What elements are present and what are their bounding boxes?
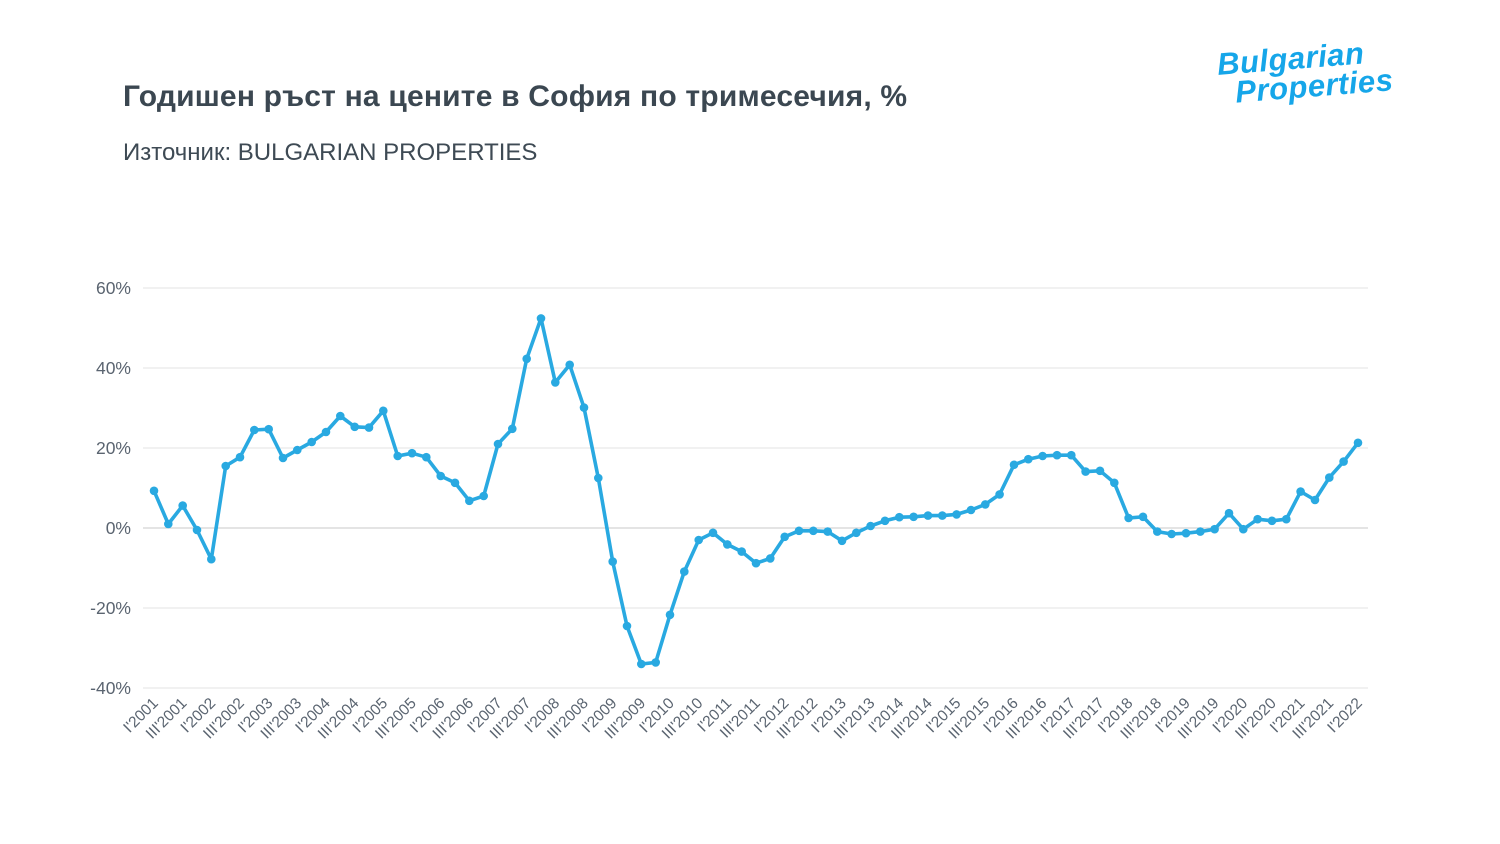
data-point [866,521,875,531]
data-point [1339,457,1348,466]
data-point [952,510,961,519]
data-point [608,557,617,566]
data-point [880,516,890,526]
data-point [465,496,474,506]
data-point [1052,450,1062,460]
data-point [1210,524,1219,534]
data-point [278,453,288,463]
data-point [923,511,933,520]
data-point [1024,454,1033,464]
data-point [737,547,746,556]
source-line: Източник: BULGARIAN PROPERTIES [123,139,538,166]
data-point [536,314,546,323]
data-point [1325,473,1334,482]
data-point [895,512,904,522]
data-point [321,427,331,437]
data-point [450,478,460,488]
data-point [393,451,403,461]
data-point [235,452,245,462]
data-point [995,490,1004,499]
data-point [809,526,818,536]
data-point [407,448,417,458]
y-axis-tick-label: -20% [90,598,131,618]
data-point [250,425,259,435]
data-point [293,445,302,455]
data-point [1253,514,1262,524]
data-point [436,471,446,481]
data-point [823,527,832,536]
data-point [1196,527,1205,536]
data-point [551,378,560,387]
data-point [981,500,990,509]
data-point [966,505,976,515]
data-point [837,536,847,546]
data-point [909,512,918,522]
data-point [938,511,947,520]
data-point [178,501,187,510]
data-point [479,491,489,501]
data-point [164,519,173,529]
data-point [766,554,775,563]
data-point [665,610,675,620]
data-point [221,461,230,471]
data-point [1110,478,1119,488]
y-axis-tick-label: 40% [96,358,131,378]
data-point [379,406,388,416]
data-point [1267,516,1277,526]
data-point [1167,529,1176,539]
data-point [1067,450,1076,460]
data-point [1153,527,1162,536]
data-point [594,473,603,483]
data-point [422,452,431,462]
data-point [565,360,574,370]
data-point [1095,466,1105,476]
data-point [622,621,632,631]
data-point [680,567,689,576]
y-axis-tick-label: -40% [90,678,131,698]
data-point [579,403,589,412]
data-point [1282,514,1291,524]
data-point [780,532,789,542]
data-point [364,423,374,432]
data-point [264,424,274,434]
data-point [1124,513,1133,523]
data-point [522,354,531,364]
data-point [1239,524,1248,534]
data-point [149,486,159,496]
y-axis-tick-label: 20% [96,438,131,458]
y-axis-tick-label: 60% [96,278,131,298]
data-point [1009,460,1019,470]
data-point [723,540,732,549]
data-point [192,525,202,535]
data-point [350,422,360,432]
data-point [1224,508,1234,518]
y-axis-tick-label: 0% [106,518,131,538]
data-point [1353,438,1363,448]
data-point [1310,495,1320,505]
data-point [336,411,345,421]
data-point [637,659,646,669]
data-point [794,526,804,536]
page-title: Годишен ръст на цените в София по тримес… [123,80,908,113]
data-point [307,437,317,447]
data-point [708,528,718,538]
data-point [493,439,503,449]
chart-line [152,316,1360,666]
data-point [1181,528,1191,538]
data-point [751,558,761,568]
data-point [207,554,216,564]
data-point [651,658,660,667]
data-point [694,535,703,545]
data-point [1296,487,1305,496]
data-point [508,424,517,434]
data-point [1138,512,1148,522]
data-point [1081,467,1090,476]
data-point [1038,451,1047,461]
data-point [852,528,861,538]
